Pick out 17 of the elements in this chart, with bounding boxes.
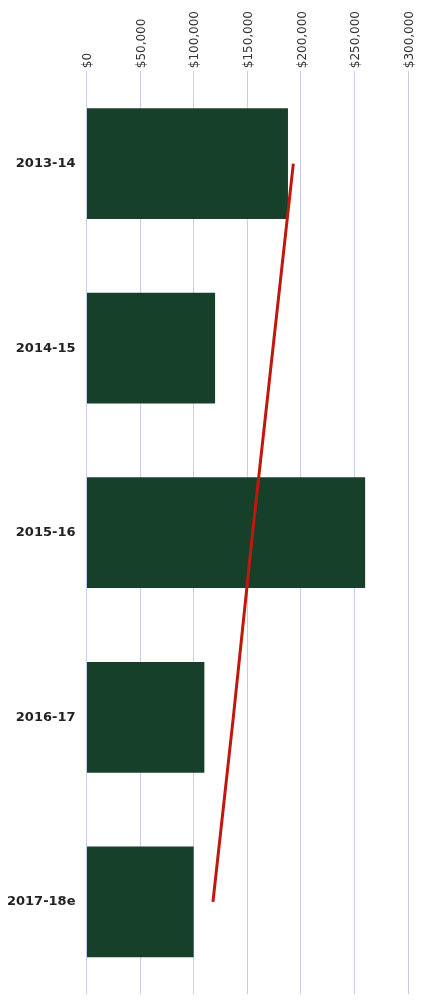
y-tick-label: 2015-16 bbox=[15, 524, 76, 540]
y-tick-label: 2014-15 bbox=[15, 339, 76, 355]
x-tick-label: $250,000 bbox=[348, 10, 363, 69]
x-tick-label: $0 bbox=[80, 52, 95, 69]
bar bbox=[86, 661, 205, 773]
x-tick-label: $200,000 bbox=[294, 10, 309, 69]
y-tick-label: 2016-17 bbox=[15, 708, 76, 724]
bar bbox=[86, 477, 366, 589]
x-tick-label: $300,000 bbox=[401, 10, 416, 69]
bar bbox=[86, 846, 194, 958]
x-tick-label: $100,000 bbox=[187, 10, 202, 69]
y-tick-label: 2013-14 bbox=[15, 154, 76, 170]
x-tick-label: $50,000 bbox=[133, 18, 148, 69]
y-tick-label: 2017-18e bbox=[6, 893, 76, 909]
bar bbox=[86, 292, 216, 404]
x-tick-label: $150,000 bbox=[240, 10, 255, 69]
bar bbox=[86, 108, 288, 219]
